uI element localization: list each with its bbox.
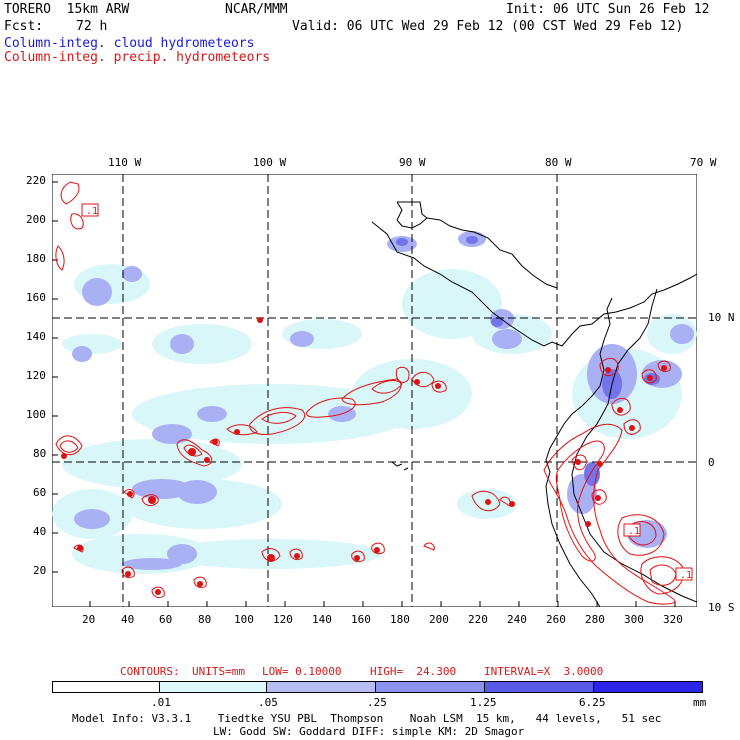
contour-info-low: LOW= 0.10000: [262, 665, 342, 678]
precip-cores: [61, 317, 667, 595]
x-tick-label: 300: [624, 613, 644, 626]
contour-label-3: .1: [675, 567, 693, 581]
lat-label-10s: 10 S: [708, 601, 735, 614]
model-title: TORERO 15km ARW: [4, 2, 130, 17]
x-tick-label: 180: [390, 613, 410, 626]
contour-info-title: CONTOURS:: [120, 665, 180, 678]
forecast-label: Fcst:: [4, 19, 44, 34]
lon-label-100w: 100 W: [253, 156, 287, 169]
x-tick-label: 240: [507, 613, 527, 626]
y-tick-label: 180: [26, 252, 46, 265]
colorbar-bin-6: [593, 681, 703, 693]
x-tick-label: 160: [351, 613, 371, 626]
colorbar-unit: mm: [693, 696, 707, 709]
south-america-coast: [545, 297, 613, 607]
legend-precip-hydrometeors: Column-integ. precip. hydrometeors: [4, 50, 271, 65]
y-tick-label: 140: [26, 330, 46, 343]
model-physics-line: LW: Godd SW: Goddard DIFF: simple KM: 2D…: [213, 725, 525, 738]
contour-label-2: .1: [623, 523, 641, 537]
colorbar-label: .25: [367, 696, 387, 709]
x-tick-label: 60: [159, 613, 173, 626]
y-tick-label: 100: [26, 408, 46, 421]
y-tick-label: 220: [26, 174, 46, 187]
x-tick-label: 280: [585, 613, 605, 626]
contour-info-high: HIGH= 24.300: [370, 665, 457, 678]
y-tick-label: 200: [26, 213, 46, 226]
contour-info-interval: INTERVAL=X 3.0000: [484, 665, 604, 678]
organization-label: NCAR/MMM: [225, 2, 288, 17]
colorbar-label: 6.25: [579, 696, 606, 709]
contour-info-units: UNITS=mm: [192, 665, 245, 678]
map-ticks: [52, 181, 676, 607]
colorbar-bin-1: [52, 681, 160, 693]
legend-cloud-hydrometeors: Column-integ. cloud hydrometeors: [4, 36, 255, 51]
valid-time: Valid: 06 UTC Wed 29 Feb 12 (00 CST Wed …: [292, 19, 684, 34]
coastlines: [371, 201, 697, 607]
y-tick-label: 60: [33, 486, 47, 499]
colorbar-bin-4: [375, 681, 485, 693]
y-tick-label: 20: [33, 564, 47, 577]
yucatan-border: [397, 201, 428, 219]
y-tick-label: 160: [26, 291, 46, 304]
lat-label-0: 0: [708, 456, 715, 469]
x-tick-label: 260: [546, 613, 566, 626]
colorbar-label: 1.25: [470, 696, 497, 709]
colorbar-bin-2: [159, 681, 267, 693]
x-tick-label: 100: [234, 613, 254, 626]
x-tick-label: 220: [468, 613, 488, 626]
x-tick-label: 120: [273, 613, 293, 626]
lon-label-80w: 80 W: [545, 156, 572, 169]
x-tick-label: 80: [198, 613, 212, 626]
x-tick-label: 320: [663, 613, 683, 626]
y-tick-label: 80: [33, 447, 47, 460]
central-america-caribbean-coast: [396, 201, 558, 289]
x-tick-label: 200: [429, 613, 449, 626]
lat-label-10n: 10 N: [708, 311, 735, 324]
lat-lon-grid: [52, 174, 697, 607]
svg-text:.1: .1: [680, 570, 692, 581]
contour-label-1: .1: [81, 203, 99, 217]
svg-text:.1: .1: [628, 526, 640, 537]
lon-label-110w: 110 W: [108, 156, 142, 169]
galapagos-islands: [391, 461, 409, 471]
svg-text:.1: .1: [86, 206, 98, 217]
y-tick-label: 40: [33, 525, 47, 538]
lon-label-90w: 90 W: [399, 156, 426, 169]
andes-border: [571, 288, 697, 603]
x-tick-label: 40: [121, 613, 135, 626]
forecast-hours: 72 h: [76, 19, 108, 34]
colorbar-bin-5: [484, 681, 594, 693]
y-tick-label: 120: [26, 369, 46, 382]
colorbar-label: .01: [151, 696, 171, 709]
model-info-line: Model Info: V3.3.1 Tiedtke YSU PBL Thomp…: [72, 712, 662, 725]
weather-map: .1 .1 .1: [52, 174, 697, 607]
x-tick-label: 140: [312, 613, 332, 626]
lon-label-70w: 70 W: [690, 156, 717, 169]
init-time: Init: 06 UTC Sun 26 Feb 12: [506, 2, 710, 17]
colorbar-label: .05: [258, 696, 278, 709]
central-america-pacific-coast: [371, 221, 697, 347]
x-tick-label: 20: [82, 613, 96, 626]
colorbar-bin-3: [266, 681, 376, 693]
